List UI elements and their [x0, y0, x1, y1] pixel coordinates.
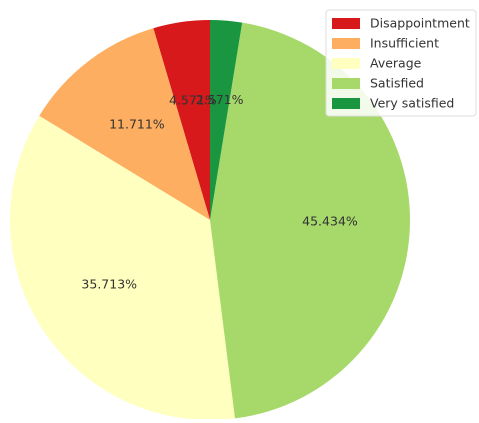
legend-label-disappointment: Disappointment: [370, 16, 470, 31]
pie-slice-satisfied: [210, 22, 411, 419]
legend-box: [325, 9, 477, 117]
legend-swatch-satisfied: [332, 78, 360, 89]
legend-swatch-very-satisfied: [332, 98, 360, 109]
legend-label-satisfied: Satisfied: [370, 76, 424, 91]
legend-swatch-disappointment: [332, 18, 360, 29]
pie-slice-very-satisfied: [210, 20, 243, 220]
legend-label-insufficient: Insufficient: [370, 36, 439, 51]
pie-value-labels: 4.571% 11.711% 35.713% 45.434% 2.571%: [81, 92, 357, 292]
pie-value-label-insufficient: 11.711%: [109, 116, 165, 131]
pie-slices: [9, 20, 411, 420]
legend-label-average: Average: [370, 56, 422, 71]
pie-slice-disappointment: [153, 20, 210, 220]
legend: Disappointment Insufficient Average Satisfi…: [325, 9, 477, 117]
legend-label-very-satisfied: Very satisfied: [370, 96, 454, 111]
legend-swatch-insufficient: [332, 38, 360, 49]
pie-slice-average: [9, 115, 235, 420]
pie-slice-insufficient: [39, 28, 211, 220]
legend-swatch-average: [332, 58, 360, 69]
pie-value-label-disappointment: 4.571%: [169, 93, 217, 108]
pie-value-label-very-satisfied: 2.571%: [196, 92, 244, 107]
pie-value-label-average: 35.713%: [81, 277, 137, 292]
pie-value-label-satisfied: 45.434%: [302, 214, 358, 229]
